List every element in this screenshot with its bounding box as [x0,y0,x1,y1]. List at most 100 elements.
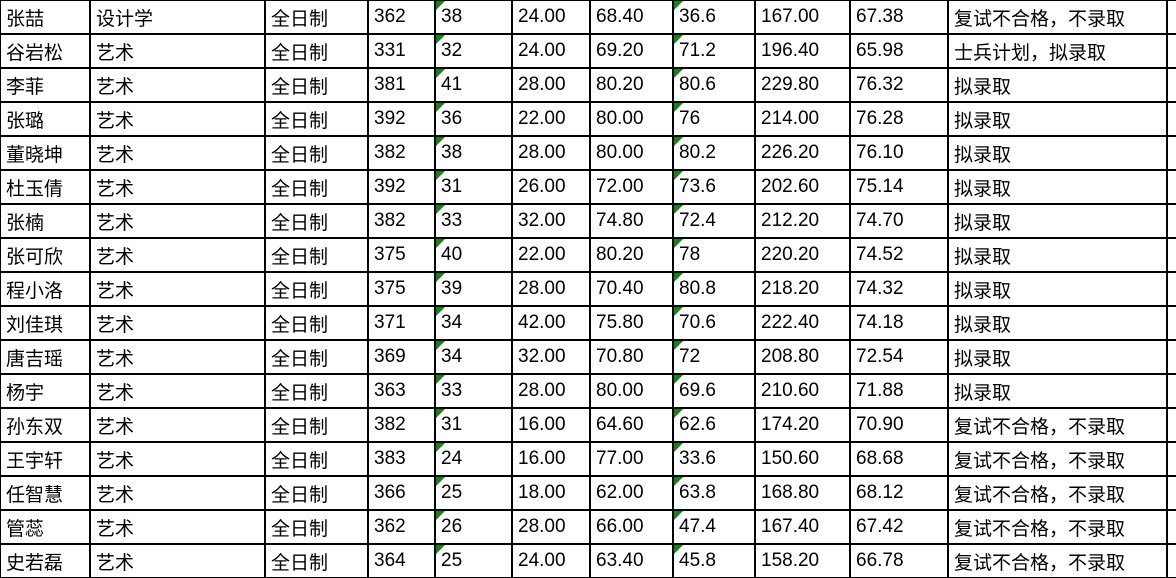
cell-score-6[interactable]: 167.00 [754,0,851,35]
cell-admission-result[interactable]: 拟录取 [947,135,1168,171]
cell-score-6[interactable]: 167.40 [754,509,851,545]
cell-score-3[interactable]: 28.00 [511,509,591,545]
cell-admission-result[interactable]: 拟录取 [947,305,1168,341]
cell-admission-result[interactable]: 复试不合格，不录取 [947,475,1168,511]
cell-study-mode[interactable]: 全日制 [264,33,369,69]
cell-score-4[interactable]: 70.40 [589,271,674,307]
cell-program[interactable]: 艺术 [89,509,266,545]
cell-score-3[interactable]: 24.00 [511,33,591,69]
cell-score-2[interactable]: 39 [434,271,513,307]
cell-score-7[interactable]: 76.28 [849,101,949,137]
cell-study-mode[interactable]: 全日制 [264,67,369,103]
cell-score-5[interactable]: 62.6 [672,407,756,443]
cell-score-3[interactable]: 32.00 [511,203,591,239]
cell-score-4[interactable]: 72.00 [589,169,674,205]
cell-score-1[interactable]: 392 [367,101,436,137]
cell-trailing-blank[interactable] [1166,67,1176,103]
cell-trailing-blank[interactable] [1166,101,1176,137]
cell-score-2[interactable]: 25 [434,475,513,511]
cell-score-4[interactable]: 66.00 [589,509,674,545]
cell-score-6[interactable]: 174.20 [754,407,851,443]
cell-score-7[interactable]: 67.38 [849,0,949,35]
cell-score-2[interactable]: 34 [434,305,513,341]
cell-study-mode[interactable]: 全日制 [264,543,369,578]
cell-score-4[interactable]: 68.40 [589,0,674,35]
cell-score-3[interactable]: 16.00 [511,407,591,443]
cell-score-1[interactable]: 364 [367,543,436,578]
cell-score-1[interactable]: 382 [367,203,436,239]
cell-student-name[interactable]: 张璐 [0,101,91,137]
cell-trailing-blank[interactable] [1166,0,1176,35]
cell-program[interactable]: 艺术 [89,543,266,578]
cell-student-name[interactable]: 史若磊 [0,543,91,578]
cell-score-3[interactable]: 26.00 [511,169,591,205]
cell-score-3[interactable]: 16.00 [511,441,591,477]
cell-score-6[interactable]: 220.20 [754,237,851,273]
cell-score-7[interactable]: 68.68 [849,441,949,477]
cell-score-4[interactable]: 80.20 [589,237,674,273]
cell-score-1[interactable]: 331 [367,33,436,69]
cell-score-1[interactable]: 382 [367,407,436,443]
cell-score-5[interactable]: 33.6 [672,441,756,477]
cell-study-mode[interactable]: 全日制 [264,373,369,409]
cell-score-7[interactable]: 74.32 [849,271,949,307]
cell-score-4[interactable]: 62.00 [589,475,674,511]
cell-score-5[interactable]: 80.2 [672,135,756,171]
cell-admission-result[interactable]: 拟录取 [947,169,1168,205]
cell-program[interactable]: 艺术 [89,237,266,273]
cell-score-6[interactable]: 222.40 [754,305,851,341]
cell-score-1[interactable]: 362 [367,509,436,545]
cell-score-7[interactable]: 75.14 [849,169,949,205]
cell-program[interactable]: 艺术 [89,67,266,103]
cell-student-name[interactable]: 李菲 [0,67,91,103]
cell-program[interactable]: 艺术 [89,373,266,409]
cell-program[interactable]: 艺术 [89,271,266,307]
cell-score-5[interactable]: 72 [672,339,756,375]
cell-score-1[interactable]: 382 [367,135,436,171]
cell-score-2[interactable]: 41 [434,67,513,103]
cell-score-3[interactable]: 28.00 [511,67,591,103]
cell-student-name[interactable]: 任智慧 [0,475,91,511]
cell-study-mode[interactable]: 全日制 [264,0,369,35]
cell-study-mode[interactable]: 全日制 [264,203,369,239]
cell-score-6[interactable]: 229.80 [754,67,851,103]
cell-program[interactable]: 设计学 [89,0,266,35]
cell-score-2[interactable]: 33 [434,203,513,239]
cell-study-mode[interactable]: 全日制 [264,101,369,137]
cell-score-5[interactable]: 69.6 [672,373,756,409]
cell-study-mode[interactable]: 全日制 [264,135,369,171]
cell-score-1[interactable]: 383 [367,441,436,477]
cell-trailing-blank[interactable] [1166,373,1176,409]
cell-score-3[interactable]: 28.00 [511,135,591,171]
cell-trailing-blank[interactable] [1166,407,1176,443]
cell-score-7[interactable]: 67.42 [849,509,949,545]
cell-score-2[interactable]: 25 [434,543,513,578]
cell-student-name[interactable]: 董晓坤 [0,135,91,171]
cell-score-6[interactable]: 210.60 [754,373,851,409]
cell-student-name[interactable]: 杜玉倩 [0,169,91,205]
cell-trailing-blank[interactable] [1166,475,1176,511]
cell-student-name[interactable]: 程小洛 [0,271,91,307]
cell-score-7[interactable]: 76.32 [849,67,949,103]
cell-score-7[interactable]: 74.52 [849,237,949,273]
cell-score-5[interactable]: 80.6 [672,67,756,103]
cell-trailing-blank[interactable] [1166,33,1176,69]
cell-score-1[interactable]: 362 [367,0,436,35]
cell-score-6[interactable]: 150.60 [754,441,851,477]
cell-score-5[interactable]: 47.4 [672,509,756,545]
cell-score-4[interactable]: 77.00 [589,441,674,477]
cell-student-name[interactable]: 孙东双 [0,407,91,443]
cell-score-7[interactable]: 70.90 [849,407,949,443]
cell-admission-result[interactable]: 拟录取 [947,203,1168,239]
cell-score-6[interactable]: 168.80 [754,475,851,511]
cell-score-3[interactable]: 22.00 [511,101,591,137]
cell-admission-result[interactable]: 拟录取 [947,373,1168,409]
cell-student-name[interactable]: 张喆 [0,0,91,35]
cell-admission-result[interactable]: 复试不合格，不录取 [947,0,1168,35]
cell-score-5[interactable]: 70.6 [672,305,756,341]
cell-trailing-blank[interactable] [1166,339,1176,375]
cell-score-4[interactable]: 70.80 [589,339,674,375]
cell-score-1[interactable]: 363 [367,373,436,409]
cell-score-6[interactable]: 226.20 [754,135,851,171]
cell-score-1[interactable]: 392 [367,169,436,205]
